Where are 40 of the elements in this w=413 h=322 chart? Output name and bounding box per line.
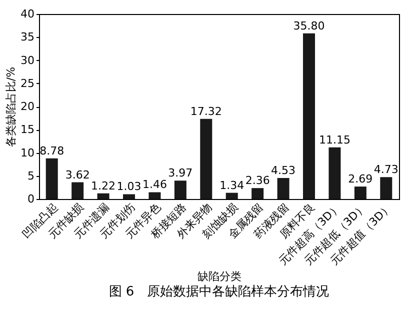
bar: [303, 33, 315, 199]
bar: [277, 178, 290, 199]
bar: [148, 192, 161, 199]
y-tick-label: 40: [20, 8, 34, 20]
data-label: 8.78: [40, 144, 64, 158]
bar: [226, 192, 238, 199]
data-label: 1.22: [91, 179, 116, 192]
y-tick-label: 10: [20, 146, 34, 160]
data-label: 2.69: [348, 172, 373, 186]
data-label: 11.15: [318, 133, 350, 146]
x-axis-title: 缺陷分类: [198, 270, 242, 283]
data-label: 1.34: [220, 178, 244, 192]
bar: [354, 186, 366, 199]
y-tick-label: 30: [20, 54, 34, 67]
bar: [46, 158, 58, 199]
data-label: 4.73: [374, 163, 398, 176]
bar: [123, 194, 135, 199]
data-label: 4.53: [271, 164, 296, 178]
y-axis-title: 各类缺陷占比/%: [4, 66, 18, 148]
bar: [200, 118, 212, 199]
data-label: 2.36: [245, 174, 270, 188]
data-label: 1.03: [116, 180, 142, 194]
bar: [72, 182, 84, 199]
data-label: 35.80: [293, 19, 325, 32]
data-label: 1.46: [142, 178, 167, 192]
data-label: 17.32: [190, 104, 222, 118]
bar: [252, 188, 264, 199]
y-tick-label: 25: [20, 76, 34, 90]
data-label: 3.97: [168, 166, 193, 180]
text: 图 6 原始数据中各缺陷样本分布情况: [108, 284, 330, 300]
y-tick-label: 35: [20, 30, 34, 44]
bar: [97, 193, 110, 199]
bar: [174, 180, 186, 199]
y-tick-label: 15: [20, 123, 34, 136]
y-tick-label: 0: [28, 192, 34, 206]
bar: [380, 177, 392, 199]
bar: [328, 147, 341, 199]
y-tick-label: 5: [28, 169, 34, 182]
data-label: 3.62: [65, 168, 90, 182]
y-tick-label: 20: [20, 100, 34, 113]
